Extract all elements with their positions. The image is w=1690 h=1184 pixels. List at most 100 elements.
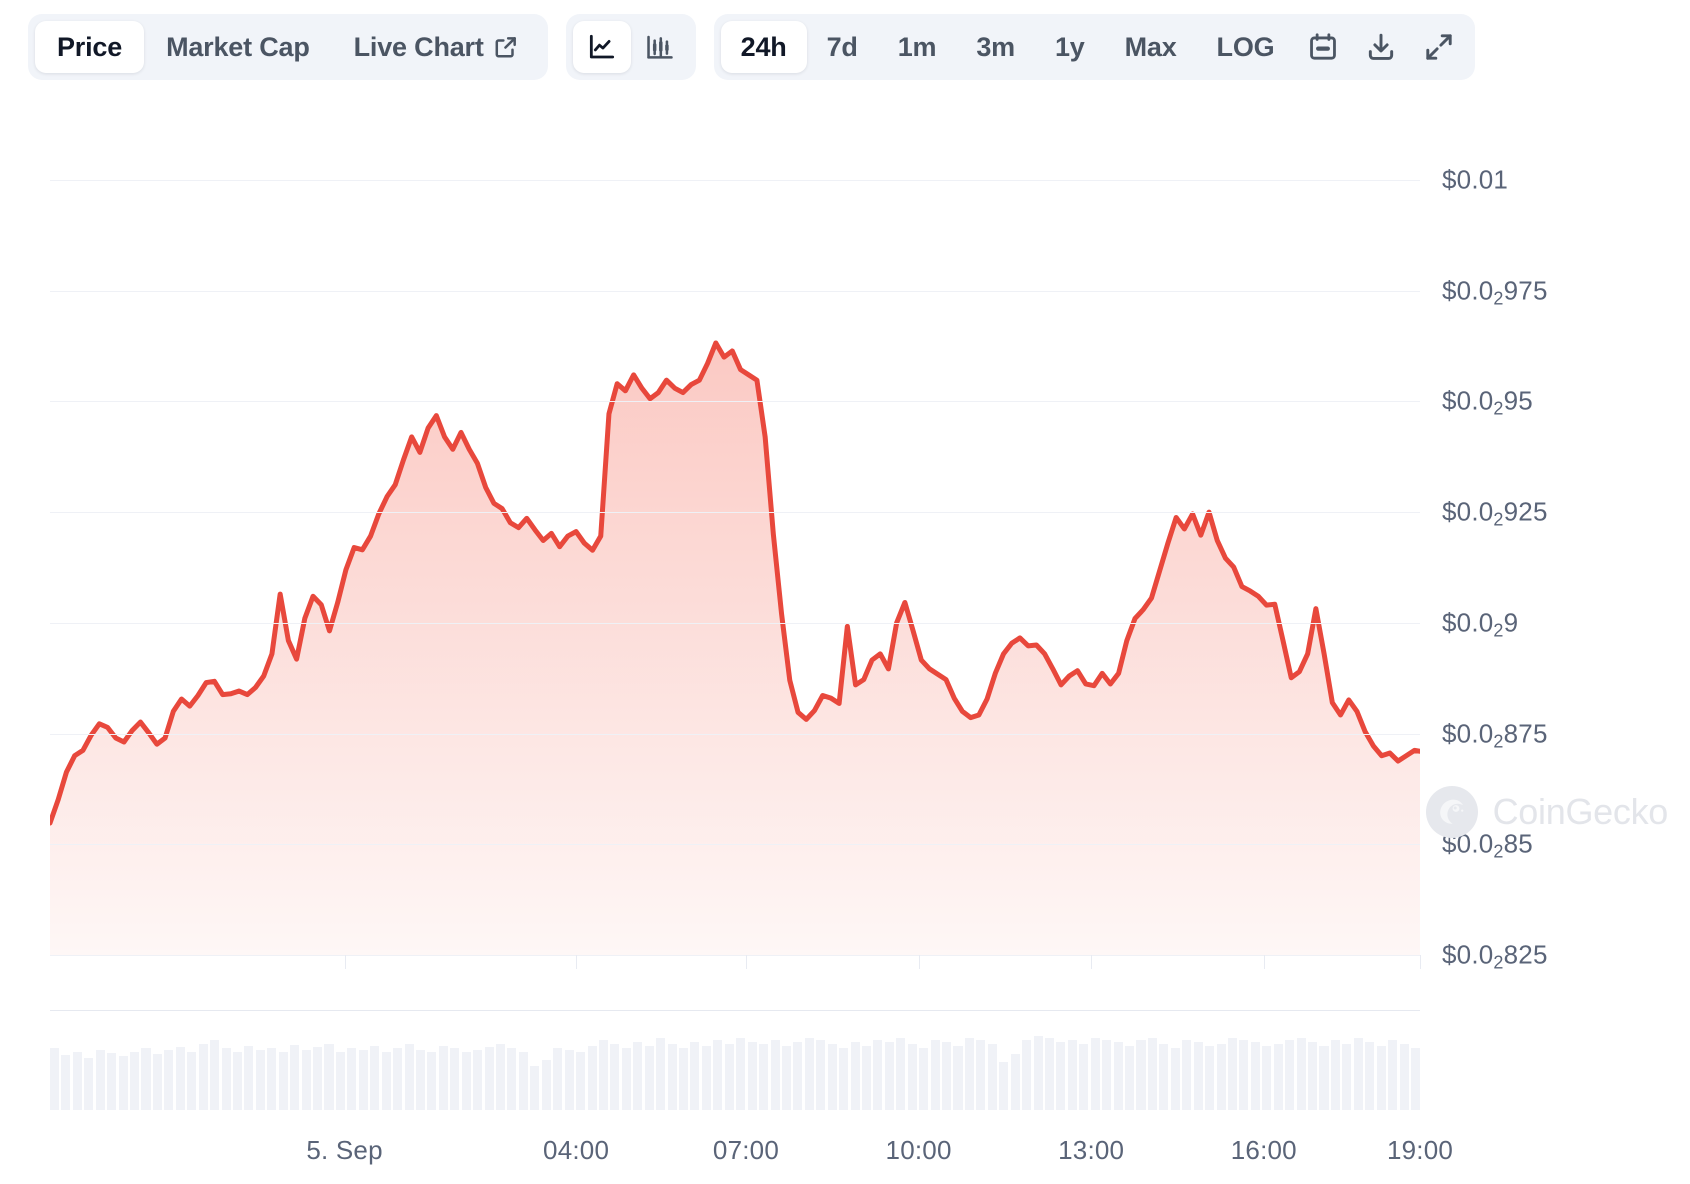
navigator-bar [839,1048,849,1110]
navigator-bar [576,1052,586,1110]
tab-live-chart[interactable]: Live Chart [332,21,541,73]
navigator-bar [701,1046,711,1110]
line-chart-icon [586,31,618,63]
navigator-bar [164,1050,174,1110]
navigator-bar [942,1042,952,1110]
y-gridline [50,401,1420,403]
y-axis-tick-label: $0.02975 [1442,275,1548,309]
range-1y[interactable]: 1y [1035,21,1105,73]
tab-market-cap[interactable]: Market Cap [144,21,332,73]
navigator-bar [50,1048,60,1110]
navigator-bar [1136,1040,1146,1110]
x-axis-tick-label: 19:00 [1386,1135,1454,1165]
x-axis-tick-label: 5. Sep [306,1135,383,1165]
navigator-bar [507,1048,517,1110]
y-axis-tick-label: $0.0285 [1442,828,1533,862]
navigator-bar [1365,1042,1375,1110]
navigator-bar [221,1048,231,1110]
navigator-bar [461,1052,471,1110]
x-axis-tick-label: 16:00 [1230,1135,1297,1165]
navigator-bar [827,1044,837,1110]
navigator-bar [862,1046,872,1110]
navigator-bar [1022,1040,1032,1110]
navigator-bar [324,1044,334,1110]
chart-navigator[interactable] [50,1010,1420,1110]
y-gridline [50,844,1420,846]
calendar-icon [1307,31,1339,63]
tab-market-cap-label: Market Cap [166,31,310,62]
navigator-bar [1125,1046,1135,1110]
range-7d[interactable]: 7d [807,21,878,73]
navigator-bar [1342,1044,1352,1110]
metric-tab-group: Price Market Cap Live Chart [28,14,548,80]
navigator-bar [175,1047,185,1110]
navigator-bar [884,1042,894,1110]
navigator-bar [1388,1040,1398,1110]
navigator-bar [713,1040,723,1110]
chart-type-candlestick[interactable] [631,21,689,73]
navigator-bar [278,1052,288,1110]
navigator-bar [679,1048,689,1110]
navigator-bar [1239,1040,1249,1110]
toggle-log-scale[interactable]: LOG [1197,21,1295,73]
navigator-bar [95,1050,105,1110]
fullscreen-button[interactable] [1410,21,1468,73]
x-axis-tick-label: 07:00 [712,1135,779,1165]
range-24h[interactable]: 24h [720,21,807,73]
x-axis-tick [745,955,747,969]
range-3m[interactable]: 3m [956,21,1035,73]
navigator-bar [953,1046,963,1110]
navigator-bar [1067,1040,1077,1110]
range-7d-label: 7d [826,31,858,62]
date-range-picker-button[interactable] [1294,21,1352,73]
navigator-bar [690,1042,700,1110]
navigator-bar [210,1040,220,1110]
navigator-bar [610,1044,620,1110]
navigator-bar [1044,1038,1055,1110]
navigator-bar [415,1050,425,1110]
x-axis-tick-label: 04:00 [543,1135,610,1165]
y-axis-tick-label: $0.02875 [1442,718,1548,752]
x-axis-tick-label: 10:00 [885,1135,952,1165]
chart-type-line[interactable] [572,21,631,73]
navigator-bar [496,1044,506,1110]
navigator-bar [1262,1046,1272,1110]
range-1m[interactable]: 1m [878,21,957,73]
chart-toolbar: Price Market Cap Live Chart 24h 7d 1m 3m 1y Max… [28,14,1476,80]
range-3m-label: 3m [976,31,1015,62]
navigator-bar [1033,1036,1043,1110]
navigator-bar [1330,1040,1340,1110]
x-axis-tick [1091,955,1093,969]
navigator-bar [1296,1038,1306,1110]
navigator-bar [1399,1044,1409,1110]
navigator-bar [198,1044,208,1110]
tab-price-label: Price [57,31,123,62]
navigator-bar [747,1042,757,1110]
navigator-bar [1376,1046,1386,1110]
range-max[interactable]: Max [1105,21,1197,73]
navigator-bar [347,1048,357,1110]
navigator-bar [84,1058,94,1110]
navigator-bar [518,1052,528,1110]
navigator-bar [130,1052,140,1110]
navigator-bar [1056,1042,1066,1110]
range-max-label: Max [1124,31,1177,62]
navigator-bar [1205,1046,1215,1110]
navigator-bar [438,1046,448,1110]
navigator-bar [370,1046,380,1110]
download-chart-button[interactable] [1352,21,1410,73]
navigator-bar [427,1052,437,1110]
chart-area: $0.01 $0.02975 $0.0295 $0.02925 $0.029 $0.028… [0,95,1690,1184]
navigator-bar [656,1038,666,1110]
tab-price[interactable]: Price [35,21,145,73]
x-axis-tick [918,955,920,969]
navigator-bar [759,1044,769,1110]
navigator-bar [873,1040,883,1110]
chart-type-toggle-group [565,14,696,80]
navigator-bar [907,1044,917,1110]
navigator-bar [1410,1048,1420,1110]
navigator-bar [1113,1042,1123,1110]
tab-live-chart-label: Live Chart [353,31,484,62]
x-axis-tick [576,955,578,969]
